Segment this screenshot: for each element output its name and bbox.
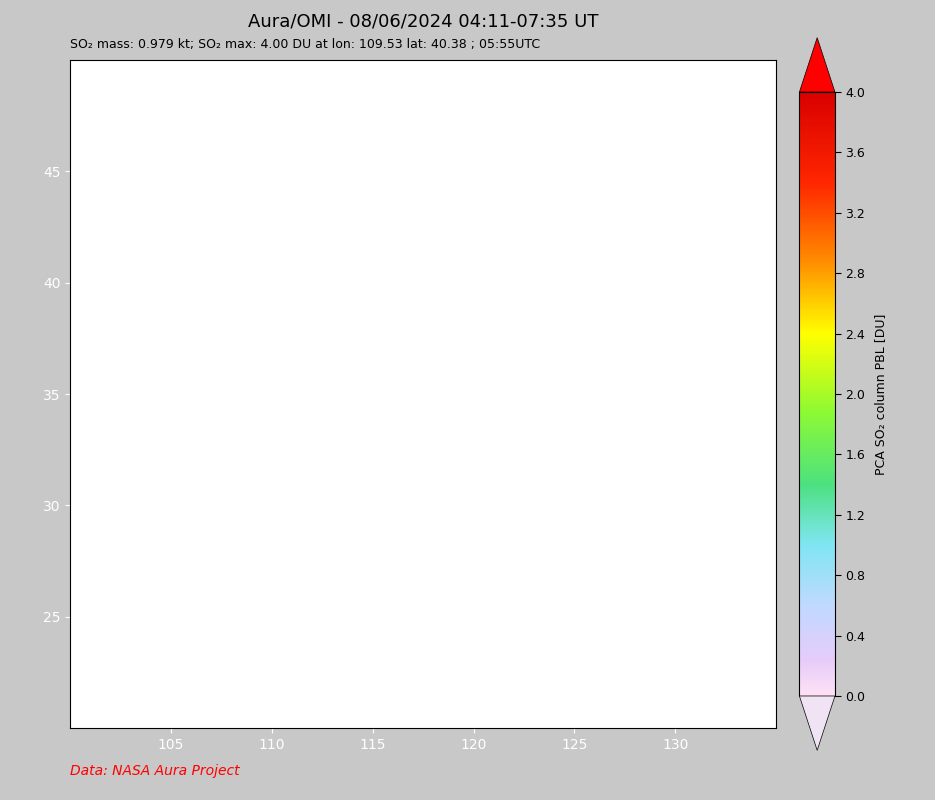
Y-axis label: PCA SO₂ column PBL [DU]: PCA SO₂ column PBL [DU] [873, 314, 886, 474]
Polygon shape [799, 38, 835, 92]
Text: Aura/OMI - 08/06/2024 04:11-07:35 UT: Aura/OMI - 08/06/2024 04:11-07:35 UT [248, 12, 598, 30]
Polygon shape [799, 696, 835, 750]
Text: SO₂ mass: 0.979 kt; SO₂ max: 4.00 DU at lon: 109.53 lat: 40.38 ; 05:55UTC: SO₂ mass: 0.979 kt; SO₂ max: 4.00 DU at … [70, 38, 540, 51]
Text: Data: NASA Aura Project: Data: NASA Aura Project [70, 763, 239, 778]
